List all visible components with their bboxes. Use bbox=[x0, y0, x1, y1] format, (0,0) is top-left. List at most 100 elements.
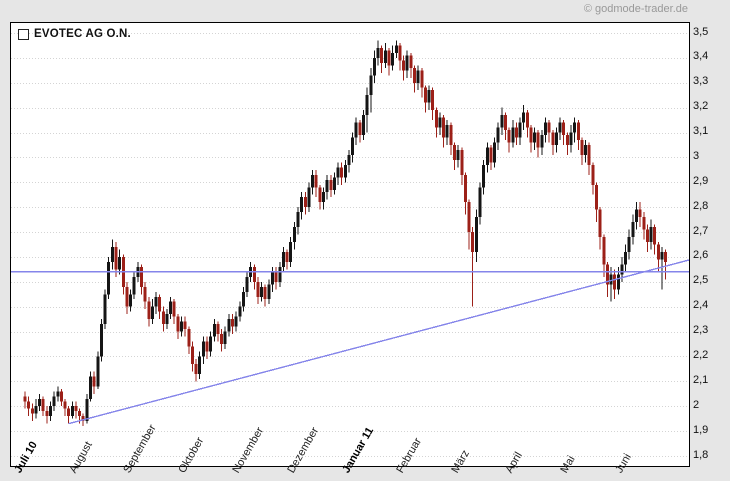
candle-body bbox=[212, 324, 216, 337]
candle-body bbox=[274, 271, 278, 282]
candle-body bbox=[125, 286, 129, 307]
candle-body bbox=[190, 346, 194, 364]
candle-body bbox=[616, 274, 620, 290]
candle-body bbox=[431, 90, 435, 111]
candle-body bbox=[427, 90, 431, 103]
candle-body bbox=[245, 276, 249, 292]
candle-body bbox=[587, 144, 591, 165]
candle-body bbox=[511, 127, 515, 143]
candle-body bbox=[209, 336, 213, 352]
candle-body bbox=[132, 276, 136, 295]
y-axis-label: 3 bbox=[693, 149, 700, 162]
legend-label: EVOTEC AG O.N. bbox=[34, 28, 131, 40]
candle-body bbox=[74, 406, 78, 412]
candle-body bbox=[314, 174, 318, 188]
candle-body bbox=[325, 179, 329, 193]
candle-body bbox=[584, 144, 588, 155]
candle-body bbox=[591, 164, 595, 185]
ascending-trendline bbox=[68, 259, 689, 425]
candle-body bbox=[263, 286, 267, 300]
candle-body bbox=[285, 251, 289, 262]
candle-body bbox=[114, 246, 118, 270]
watermark: © godmode-trader.de bbox=[583, 3, 688, 15]
candle-body bbox=[230, 319, 234, 327]
candle-body bbox=[536, 132, 540, 148]
candle-body bbox=[653, 227, 657, 245]
candle-body bbox=[281, 251, 285, 267]
candle-body bbox=[609, 274, 613, 285]
candle-body bbox=[365, 95, 369, 116]
candle-body bbox=[107, 261, 111, 295]
candle-body bbox=[613, 274, 617, 290]
candle-body bbox=[500, 115, 504, 128]
candle-body bbox=[278, 266, 282, 282]
candle-body bbox=[649, 227, 653, 243]
candle-body bbox=[227, 319, 231, 332]
candle-body bbox=[150, 306, 154, 320]
candle-body bbox=[238, 306, 242, 317]
candle-body bbox=[154, 296, 158, 307]
candle-body bbox=[260, 286, 264, 297]
candle-body bbox=[434, 110, 438, 128]
candle-body bbox=[380, 47, 384, 63]
candle-body bbox=[343, 164, 347, 178]
y-axis-label: 2,7 bbox=[693, 224, 709, 237]
candle-body bbox=[70, 406, 74, 417]
candle-body bbox=[198, 356, 202, 374]
candle-body bbox=[456, 149, 460, 160]
legend: EVOTEC AG O.N. bbox=[18, 28, 131, 40]
candle-body bbox=[216, 324, 220, 335]
candle-body bbox=[423, 87, 427, 103]
candle-body bbox=[533, 132, 537, 143]
candle-body bbox=[602, 237, 606, 265]
legend-marker-icon bbox=[18, 28, 29, 40]
candle-body bbox=[489, 147, 493, 163]
candle-body bbox=[180, 321, 184, 332]
y-axis-label: 3,1 bbox=[693, 125, 709, 138]
candle-body bbox=[300, 197, 304, 213]
candle-body bbox=[627, 237, 631, 252]
candle-body bbox=[183, 321, 187, 330]
candle-body bbox=[38, 398, 42, 407]
candle-body bbox=[23, 396, 27, 402]
candle-body bbox=[234, 316, 238, 327]
candle-body bbox=[321, 192, 325, 203]
candle-body bbox=[471, 232, 475, 252]
candle-body bbox=[594, 184, 598, 210]
y-axis-label: 2,4 bbox=[693, 299, 709, 312]
candle-body bbox=[496, 127, 500, 143]
candle-body bbox=[442, 117, 446, 138]
candle-body bbox=[52, 396, 56, 407]
candle-body bbox=[420, 70, 424, 88]
candle-body bbox=[99, 324, 103, 357]
candle-body bbox=[394, 45, 398, 53]
candle-body bbox=[547, 122, 551, 133]
candle-body bbox=[161, 311, 165, 325]
candle-body bbox=[412, 67, 416, 83]
candle-body bbox=[664, 251, 668, 262]
candle-body bbox=[453, 144, 457, 160]
candle-body bbox=[56, 391, 60, 397]
candle-body bbox=[81, 416, 85, 422]
candle-body bbox=[85, 398, 89, 422]
y-axis-label: 2,2 bbox=[693, 348, 709, 361]
candle-body bbox=[562, 122, 566, 136]
candle-body bbox=[362, 115, 366, 136]
candle-body bbox=[503, 115, 507, 131]
candle-body bbox=[565, 135, 569, 145]
candle-body bbox=[551, 132, 555, 145]
candle-body bbox=[624, 251, 628, 265]
candle-body bbox=[463, 174, 467, 203]
candle-body bbox=[296, 212, 300, 228]
candle-body bbox=[514, 127, 518, 138]
candle-body bbox=[573, 122, 577, 133]
y-axis-label: 2 bbox=[693, 398, 700, 411]
candle-body bbox=[482, 164, 486, 188]
y-axis-label: 2,3 bbox=[693, 324, 709, 337]
candle-body bbox=[354, 122, 358, 138]
candle-body bbox=[129, 294, 133, 307]
candle-body bbox=[271, 271, 275, 285]
candle-body bbox=[172, 301, 176, 317]
candle-body bbox=[59, 391, 63, 402]
candle-body bbox=[387, 50, 391, 66]
